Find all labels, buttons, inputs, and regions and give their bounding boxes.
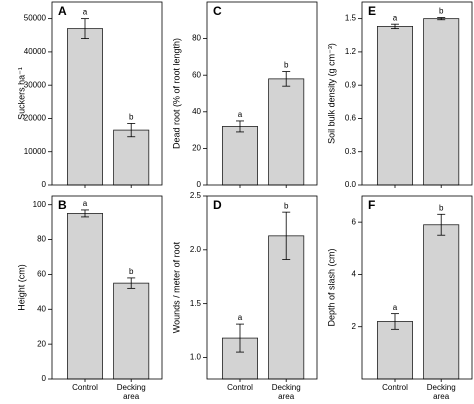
y-tick-label: 30000: [24, 80, 47, 89]
significance-letter: b: [439, 7, 444, 16]
y-tick-label: 0.6: [345, 114, 357, 123]
y-tick-label: 2: [352, 322, 357, 331]
x-tick-label: Decking area: [426, 383, 456, 401]
x-tick-label: Decking area: [116, 383, 146, 401]
y-axis-title: Dead root (% of root length): [171, 38, 181, 149]
x-tick-label-box: Decking area: [116, 383, 146, 401]
plot-frame: [361, 195, 473, 380]
bar: [113, 282, 150, 380]
x-tick-label-box: Control: [382, 383, 408, 392]
panel-letter: F: [368, 198, 375, 212]
y-tick-label: 60: [37, 270, 46, 279]
significance-letter: a: [393, 303, 398, 312]
y-tick-label: 6: [352, 217, 357, 226]
x-tick-label: Control: [382, 383, 408, 392]
significance-letter: b: [129, 113, 134, 122]
y-tick-label: 10000: [24, 147, 47, 156]
bar: [221, 337, 258, 380]
panel-letter: D: [213, 198, 222, 212]
y-tick-label: 0.9: [345, 80, 357, 89]
y-tick-label: 0: [197, 180, 202, 189]
significance-letter: a: [393, 13, 398, 22]
y-tick-label: 60: [192, 70, 201, 79]
panel-letter: B: [58, 198, 67, 212]
bar: [268, 78, 305, 186]
y-tick-label: 40: [37, 304, 46, 313]
y-axis-title: Depth of slash (cm): [326, 248, 336, 326]
x-tick-label: Control: [72, 383, 98, 392]
plot-frame: [51, 1, 163, 186]
bar: [423, 224, 460, 380]
y-tick-label: 1.5: [190, 299, 202, 308]
y-tick-label: 0.0: [345, 180, 357, 189]
plot-frame: [51, 195, 163, 380]
y-axis-title: Suckers ha⁻¹: [16, 67, 26, 120]
panel-letter: A: [58, 4, 67, 18]
significance-letter: a: [83, 199, 88, 208]
y-tick-label: 80: [37, 235, 46, 244]
panel-letter: C: [213, 4, 222, 18]
x-tick-label: Control: [227, 383, 253, 392]
panel-letter: E: [368, 4, 376, 18]
y-tick-label: 20: [37, 339, 46, 348]
significance-letter: a: [83, 8, 88, 17]
y-tick-label: 50000: [24, 14, 47, 23]
x-tick-label-box: Decking area: [271, 383, 301, 401]
plot-frame: [361, 1, 473, 186]
bar: [221, 126, 258, 186]
y-tick-label: 2.5: [190, 191, 202, 200]
plot-frame: [206, 1, 318, 186]
y-tick-label: 1.0: [190, 353, 202, 362]
y-tick-label: 100: [33, 200, 47, 209]
significance-letter: b: [439, 203, 444, 212]
significance-letter: b: [129, 267, 134, 276]
plot-frame: [206, 195, 318, 380]
bar: [376, 321, 413, 380]
x-tick-label-box: Control: [227, 383, 253, 392]
bar: [67, 28, 104, 186]
y-tick-label: 0: [42, 374, 47, 383]
significance-letter: a: [238, 110, 243, 119]
significance-letter: b: [284, 61, 289, 70]
y-tick-label: 2.0: [190, 245, 202, 254]
bar: [67, 213, 104, 380]
y-tick-label: 0: [42, 180, 47, 189]
x-tick-label: Decking area: [271, 383, 301, 401]
bar: [376, 25, 413, 186]
y-tick-label: 40: [192, 107, 201, 116]
significance-letter: a: [238, 313, 243, 322]
y-tick-label: 4: [352, 270, 357, 279]
y-tick-label: 80: [192, 34, 201, 43]
y-axis-title: Wounds / meter of root: [171, 241, 181, 333]
bar: [423, 18, 460, 186]
x-tick-label-box: Control: [72, 383, 98, 392]
y-tick-label: 1.5: [345, 14, 357, 23]
y-tick-label: 1.2: [345, 47, 357, 56]
y-tick-label: 20: [192, 144, 201, 153]
y-axis-title: Height (cm): [16, 264, 26, 311]
x-tick-label-box: Decking area: [426, 383, 456, 401]
y-axis-title: Soil bulk density (g cm⁻³): [326, 43, 336, 144]
y-tick-label: 20000: [24, 114, 47, 123]
significance-letter: b: [284, 201, 289, 210]
y-tick-label: 40000: [24, 47, 47, 56]
y-tick-label: 0.3: [345, 147, 357, 156]
bar: [113, 129, 150, 186]
